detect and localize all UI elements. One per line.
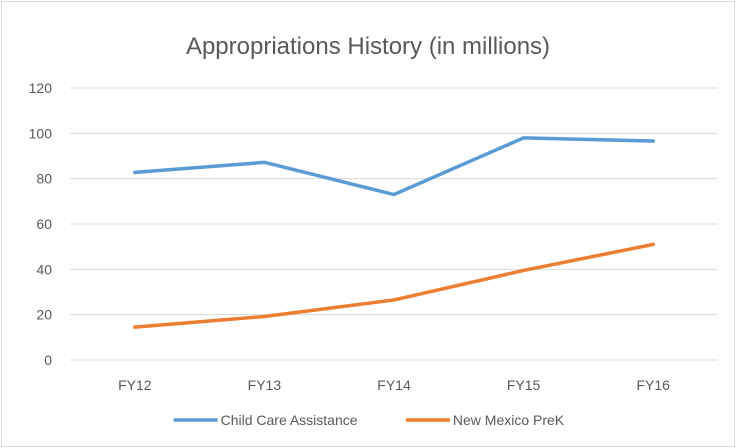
- legend: Child Care Assistance New Mexico PreK: [173, 412, 565, 428]
- y-tick-label: 20: [36, 307, 52, 323]
- y-tick-label: 120: [29, 80, 53, 96]
- y-tick-label: 40: [36, 261, 52, 277]
- legend-label: Child Care Assistance: [221, 412, 358, 428]
- series-lines: [133, 136, 655, 329]
- x-tick-label: FY12: [118, 377, 152, 393]
- legend-label: New Mexico PreK: [453, 412, 565, 428]
- x-tick-label: FY16: [636, 377, 670, 393]
- gridlines: [70, 87, 718, 361]
- x-tick-label: FY15: [507, 377, 541, 393]
- legend-item: Child Care Assistance: [173, 412, 358, 428]
- chart-title: Appropriations History (in millions): [186, 33, 550, 60]
- legend-item: New Mexico PreK: [405, 412, 565, 428]
- y-tick-label: 60: [36, 216, 52, 232]
- y-axis-tick-labels: 0 20 40 60 80 100 120: [29, 80, 53, 368]
- y-tick-label: 80: [36, 171, 52, 187]
- x-axis-tick-labels: FY12 FY13 FY14 FY15 FY16: [118, 377, 670, 393]
- y-tick-label: 0: [44, 352, 52, 368]
- x-tick-label: FY13: [248, 377, 282, 393]
- x-tick-label: FY14: [377, 377, 411, 393]
- series-line-1: [133, 136, 655, 197]
- y-tick-label: 100: [29, 125, 53, 141]
